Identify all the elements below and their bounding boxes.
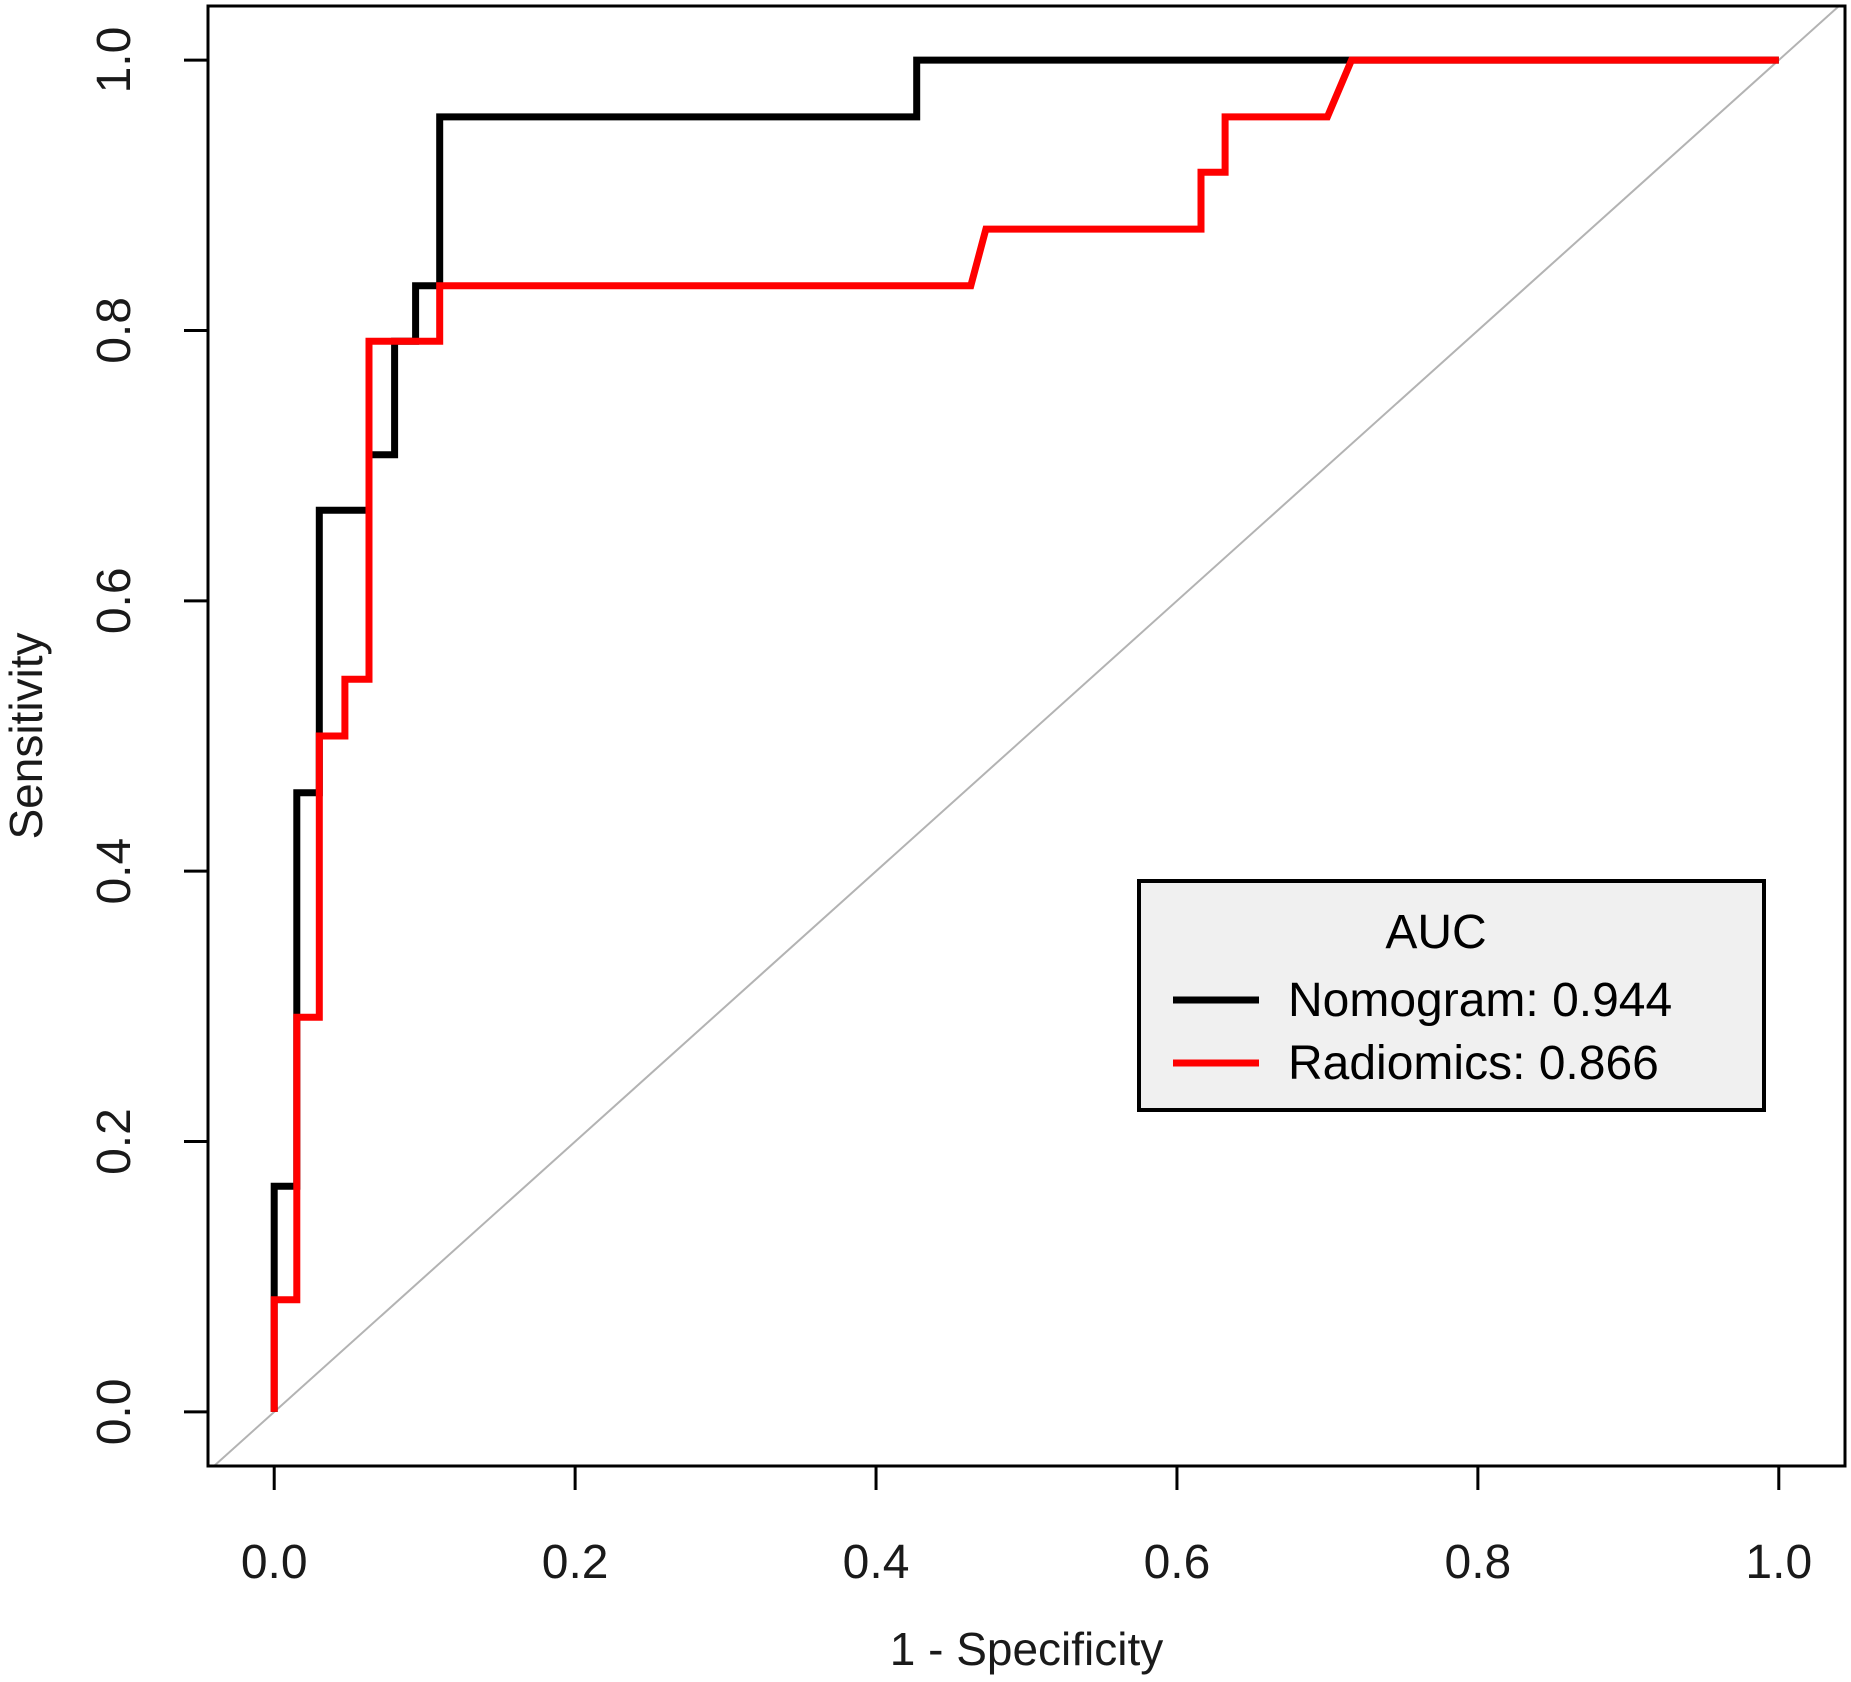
legend-box xyxy=(1137,879,1766,1112)
series-line-nomogram xyxy=(270,56,1779,1412)
y-tick-label: 0.2 xyxy=(88,1108,141,1175)
x-tick-label: 0.2 xyxy=(542,1536,609,1589)
series-layer xyxy=(270,56,1779,1412)
x-tick-label: 1.0 xyxy=(1745,1536,1812,1589)
y-tick-label: 0.4 xyxy=(88,838,141,905)
y-tick-label: 1.0 xyxy=(88,27,141,94)
y-tick-label: 0.6 xyxy=(88,567,141,634)
y-tick-label: 0.8 xyxy=(88,297,141,364)
x-tick-label: 0.4 xyxy=(843,1536,910,1589)
y-tick-label: 0.0 xyxy=(88,1379,141,1446)
x-axis-title: 1 - Specificity xyxy=(890,1623,1164,1675)
diagonal-reference-line xyxy=(212,6,1841,1466)
x-tick-label: 0.8 xyxy=(1445,1536,1512,1589)
legend: AUC Nomogram: 0.944 Radiomics: 0.866 xyxy=(1137,879,1766,1112)
y-axis-title: Sensitivity xyxy=(0,632,52,839)
x-tick-label: 0.0 xyxy=(241,1536,308,1589)
x-axis: 0.0 0.2 0.4 0.6 0.8 1.0 xyxy=(241,1464,1812,1589)
legend-title: AUC xyxy=(1385,906,1486,959)
series-line-radiomics xyxy=(270,56,1779,1412)
reference-line-layer xyxy=(212,6,1841,1466)
x-tick-label: 0.6 xyxy=(1144,1536,1211,1589)
y-axis: 0.0 0.2 0.4 0.6 0.8 1.0 xyxy=(88,27,210,1446)
legend-label-nomogram: Nomogram: 0.944 xyxy=(1288,974,1672,1027)
legend-label-radiomics: Radiomics: 0.866 xyxy=(1288,1037,1659,1090)
